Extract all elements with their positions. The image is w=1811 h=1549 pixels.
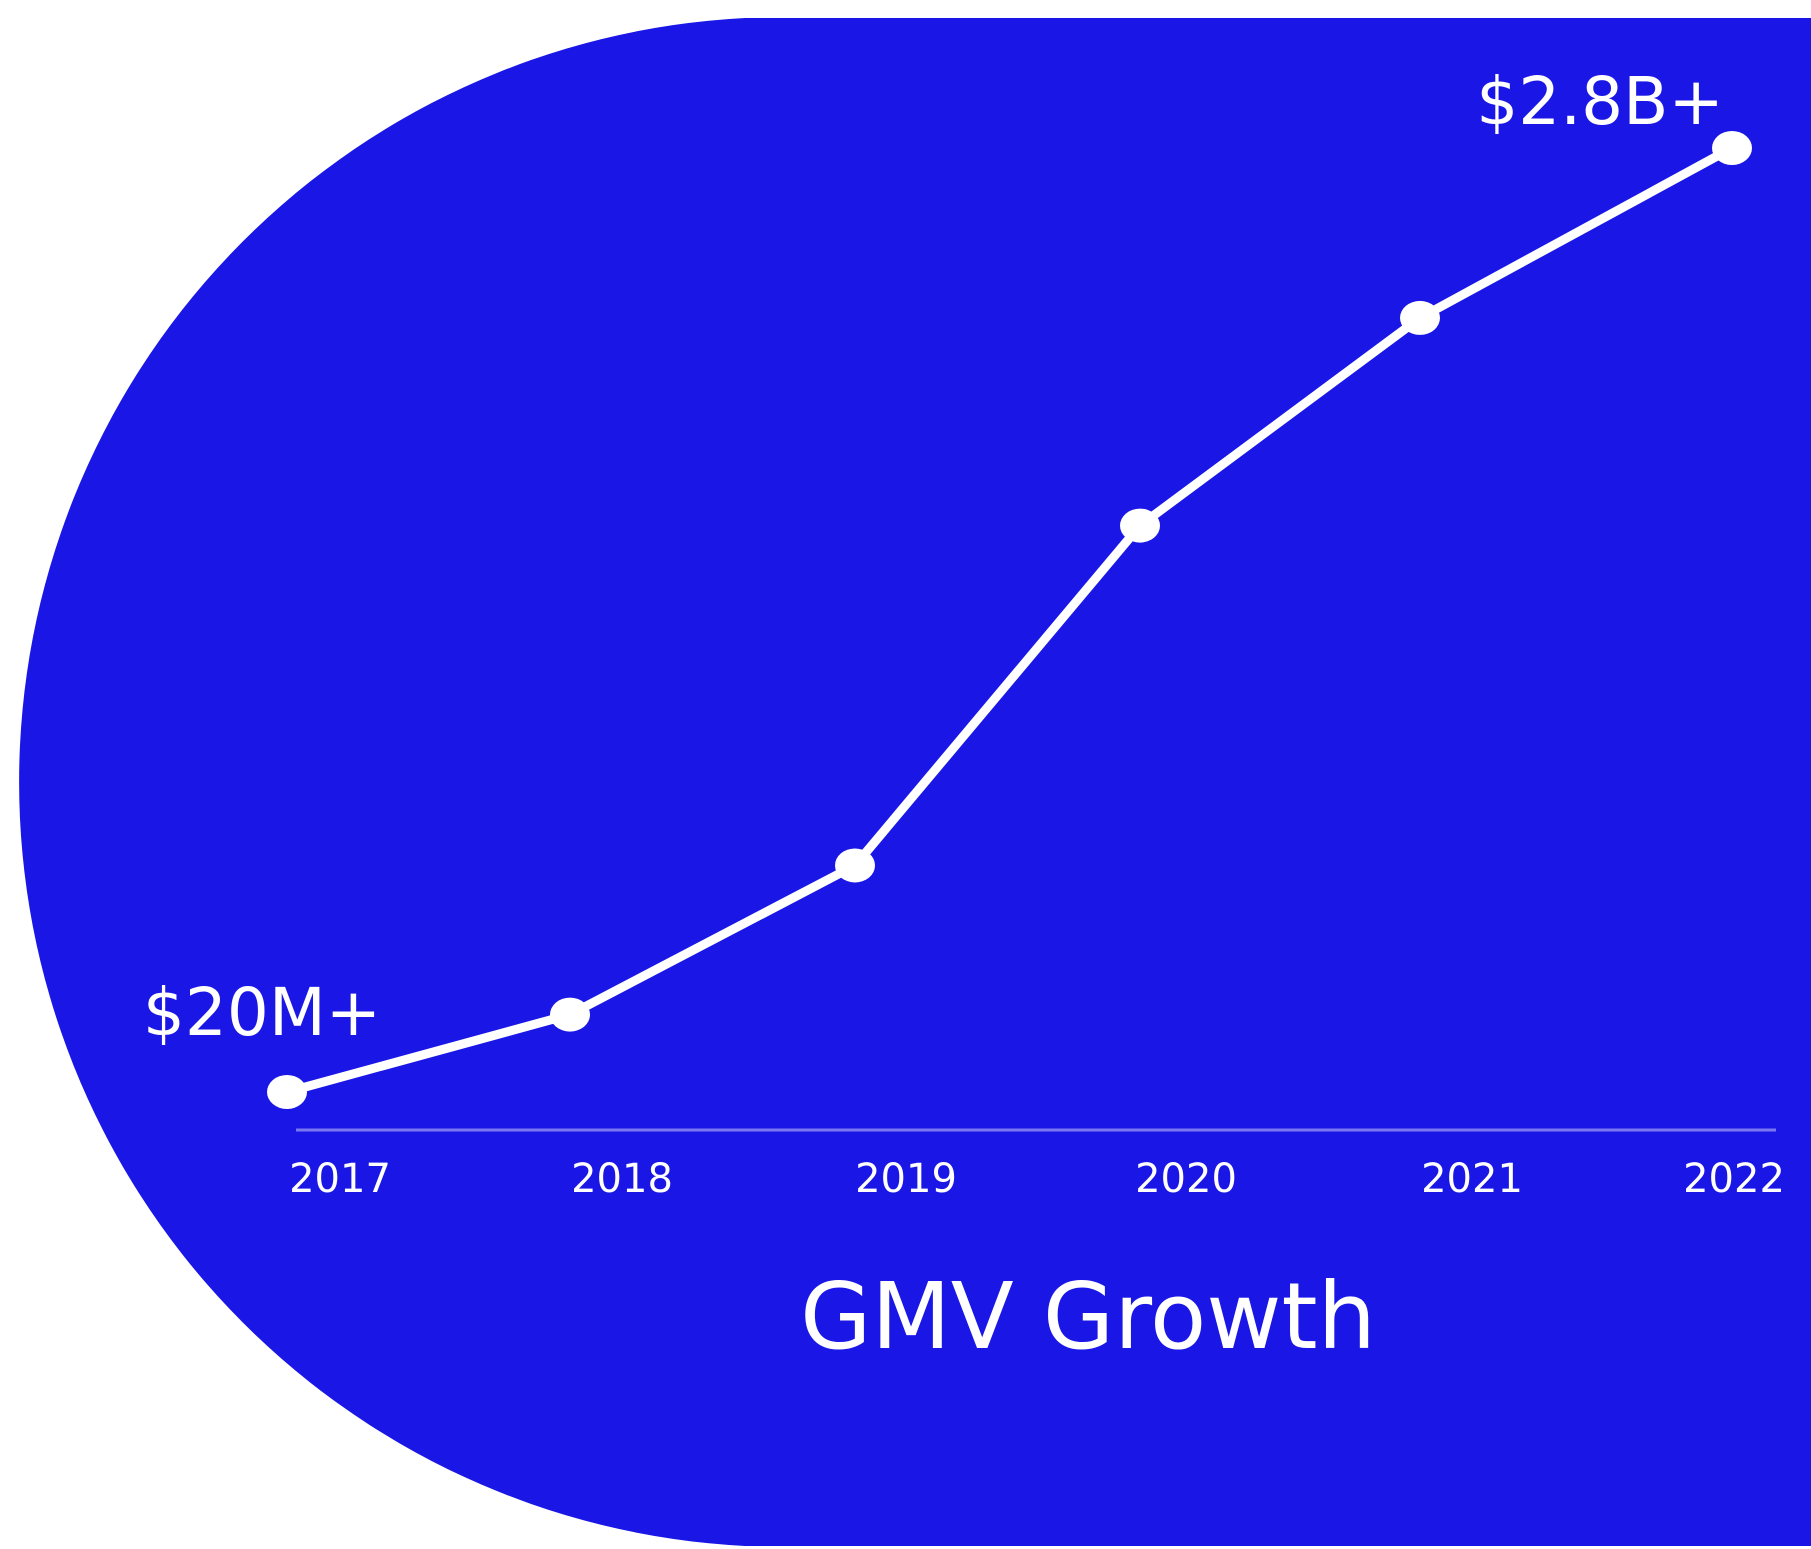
x-tick-labels: 2017 2018 2019 2020 2021 2022 bbox=[289, 1156, 1785, 1202]
data-point-2022 bbox=[1712, 131, 1752, 165]
x-tick-label: 2019 bbox=[855, 1156, 957, 1202]
series-line bbox=[282, 143, 1737, 1097]
background-shape bbox=[19, 18, 1811, 1546]
data-points bbox=[267, 131, 1752, 1109]
data-point-2021 bbox=[1400, 300, 1440, 335]
data-point-2017 bbox=[267, 1075, 307, 1109]
x-tick-label: 2022 bbox=[1683, 1156, 1785, 1202]
data-point-2018 bbox=[550, 997, 590, 1032]
data-label-2017: $20M+ bbox=[143, 974, 381, 1051]
data-point-2019 bbox=[835, 848, 875, 883]
x-tick-label: 2021 bbox=[1421, 1156, 1523, 1202]
x-tick-label: 2020 bbox=[1135, 1156, 1237, 1202]
data-point-2020 bbox=[1120, 508, 1160, 543]
x-tick-label: 2017 bbox=[289, 1156, 391, 1202]
chart-title: GMV Growth bbox=[800, 1263, 1376, 1370]
x-tick-label: 2018 bbox=[571, 1156, 673, 1202]
data-annotations: $20M+ $2.8B+ bbox=[143, 63, 1724, 1051]
data-label-2022: $2.8B+ bbox=[1476, 63, 1724, 140]
